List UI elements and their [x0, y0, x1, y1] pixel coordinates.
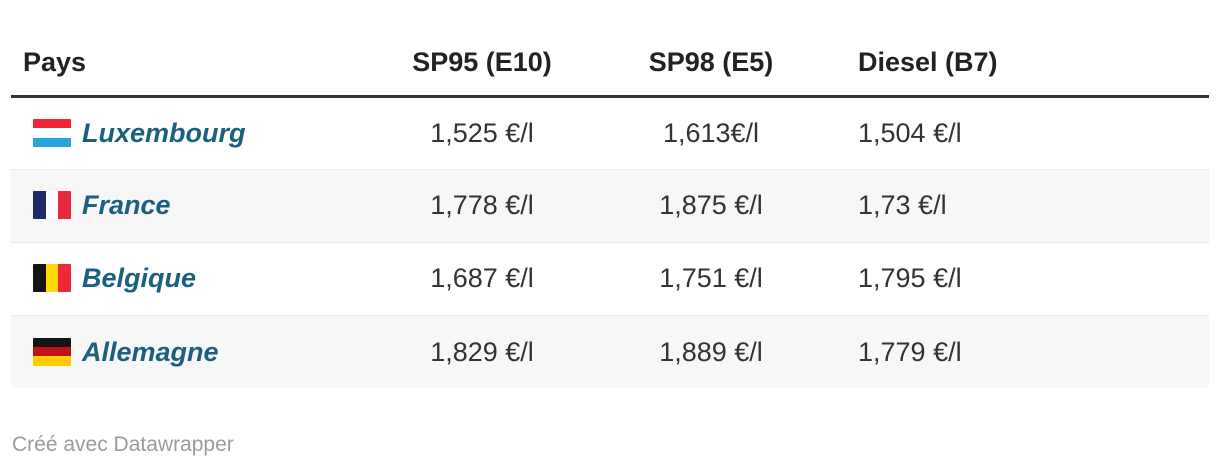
diesel-value: 1,504 €/l: [858, 117, 962, 148]
country-name: France: [82, 190, 171, 221]
france-flag-icon: [33, 191, 71, 220]
table-row-belgique: Belgique 1,687 €/l 1,751 €/l 1,795 €/l: [11, 242, 1209, 315]
table-row-allemagne: Allemagne 1,829 €/l 1,889 €/l 1,779 €/l: [11, 315, 1209, 388]
allemagne-flag-icon: [33, 337, 71, 366]
country-cell: Belgique: [23, 262, 390, 294]
country-cell: France: [23, 189, 390, 221]
diesel-value: 1,795 €/l: [858, 263, 962, 294]
column-header-sp98: SP98 (E5): [573, 30, 849, 98]
sp98-value: 1,889 €/l: [659, 336, 763, 367]
country-cell: Luxembourg: [23, 117, 390, 149]
country-name: Luxembourg: [82, 117, 246, 148]
column-header-diesel: Diesel (B7): [849, 30, 1209, 98]
table-row-france: France 1,778 €/l 1,875 €/l 1,73 €/l: [11, 169, 1209, 242]
luxembourg-flag-icon: [33, 118, 71, 147]
sp98-value: 1,751 €/l: [659, 263, 763, 294]
table-header: Pays SP95 (E10) SP98 (E5) Diesel (B7): [11, 30, 1209, 98]
diesel-value: 1,73 €/l: [858, 190, 947, 221]
country-cell: Allemagne: [23, 336, 390, 368]
column-header-sp95: SP95 (E10): [391, 30, 573, 98]
country-name: Belgique: [82, 263, 197, 294]
diesel-value: 1,779 €/l: [858, 336, 962, 367]
sp98-value: 1,613€/l: [662, 117, 760, 148]
column-header-pays: Pays: [11, 30, 391, 98]
sp95-value: 1,687 €/l: [430, 263, 534, 294]
datawrapper-credit: Créé avec Datawrapper: [12, 433, 234, 456]
sp98-value: 1,875 €/l: [659, 190, 763, 221]
sp95-value: 1,829 €/l: [430, 336, 534, 367]
table-body: Luxembourg 1,525 €/l 1,613€/l 1,504 €/l …: [11, 96, 1209, 388]
price-table: Pays SP95 (E10) SP98 (E5) Diesel (B7) Lu…: [11, 30, 1209, 388]
header-row: Pays SP95 (E10) SP98 (E5) Diesel (B7): [11, 30, 1209, 98]
sp95-value: 1,525 €/l: [430, 117, 534, 148]
belgique-flag-icon: [33, 264, 71, 293]
sp95-value: 1,778 €/l: [430, 190, 534, 221]
country-name: Allemagne: [82, 336, 219, 367]
table-row-luxembourg: Luxembourg 1,525 €/l 1,613€/l 1,504 €/l: [11, 96, 1209, 169]
